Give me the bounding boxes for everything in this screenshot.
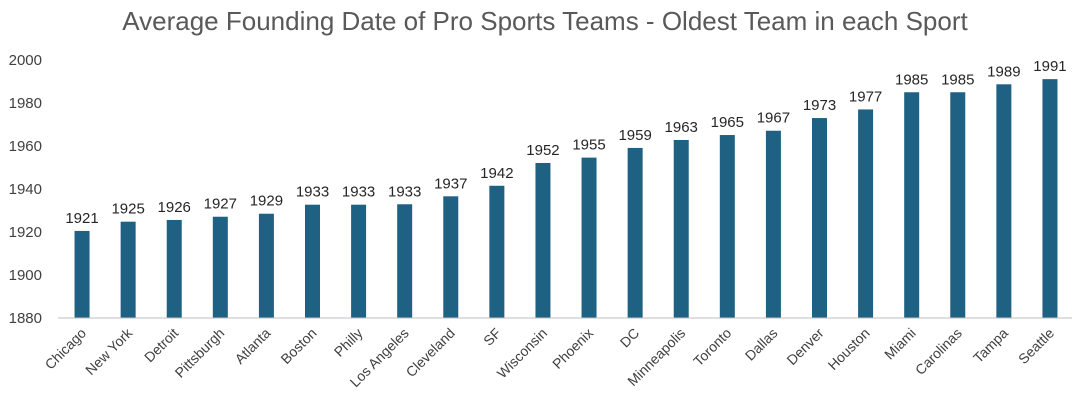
x-tick-label: DC (617, 325, 643, 351)
data-label: 1955 (572, 137, 605, 154)
data-label: 1937 (434, 175, 467, 192)
data-label: 1989 (987, 63, 1020, 80)
y-tick-label: 1960 (9, 138, 42, 155)
y-tick-label: 2000 (9, 52, 42, 69)
y-tick-label: 1920 (9, 224, 42, 241)
data-label: 1965 (711, 114, 744, 131)
x-tick-label: Toronto (690, 325, 734, 369)
bar-tampa (996, 84, 1012, 318)
bar-carolinas (950, 92, 966, 318)
x-tick-label: Phoenix (549, 325, 596, 372)
x-tick-label: Dallas (742, 325, 781, 364)
bar-houston (858, 109, 874, 318)
bar-minneapolis (673, 139, 689, 318)
data-label: 1991 (1033, 58, 1066, 75)
data-label: 1921 (65, 210, 98, 227)
data-label: 1929 (250, 193, 283, 210)
data-label: 1925 (111, 201, 144, 218)
bar-denver (812, 118, 827, 318)
data-label: 1942 (480, 165, 513, 182)
bar-boston (305, 204, 320, 318)
data-label: 1933 (388, 183, 421, 200)
y-tick-label: 1880 (9, 310, 42, 327)
x-tick-label: Cleveland (403, 325, 458, 380)
x-tick-label: Wisconsin (494, 325, 550, 381)
x-tick-label: SF (480, 325, 504, 349)
x-tick-label: Seattle (1015, 325, 1057, 367)
x-tick-label: Houston (825, 325, 873, 373)
data-label: 1985 (895, 71, 928, 88)
y-tick-label: 1940 (9, 181, 42, 198)
y-axis: 1880 1900 1920 1940 1960 1980 2000 (9, 52, 42, 327)
x-tick-label: Tampa (970, 325, 1011, 366)
bar-new-york (120, 221, 136, 318)
bar-los-angeles (397, 204, 413, 318)
data-label: 1985 (941, 71, 974, 88)
x-tick-label: Carolinas (912, 325, 965, 378)
x-tick-label: Pittsburgh (172, 325, 228, 381)
data-label: 1973 (803, 97, 836, 114)
chart-title: Average Founding Date of Pro Sports Team… (122, 6, 968, 36)
y-tick-label: 1980 (9, 95, 42, 112)
data-labels: 1921 1925 1926 1927 1929 1933 1933 1933 1937 1942… (65, 58, 1066, 227)
data-label: 1963 (665, 119, 698, 136)
data-label: 1927 (204, 196, 237, 213)
x-tick-label: Detroit (141, 325, 182, 366)
data-label: 1977 (849, 88, 882, 105)
data-label: 1933 (296, 184, 329, 201)
bar-miami (904, 92, 920, 318)
data-label: 1967 (757, 110, 790, 127)
x-tick-label: New York (82, 324, 136, 378)
bar-cleveland (443, 196, 459, 318)
bar-sf (489, 185, 505, 318)
data-label: 1952 (526, 142, 559, 159)
x-tick-label: Atlanta (231, 325, 273, 367)
bar-phoenix (581, 157, 597, 318)
bar-chicago (74, 230, 90, 318)
bar-dallas (765, 130, 781, 318)
x-tick-label: Miami (881, 325, 919, 363)
data-label: 1926 (158, 199, 191, 216)
y-tick-label: 1900 (9, 267, 42, 284)
data-label: 1959 (618, 127, 651, 144)
data-label: 1933 (342, 184, 375, 201)
bar-atlanta (258, 213, 274, 318)
x-tick-label: Boston (277, 325, 319, 367)
bars (74, 79, 1058, 318)
bar-philly (351, 204, 367, 318)
bar-toronto (719, 135, 735, 318)
bar-dc (627, 147, 643, 318)
bar-wisconsin (535, 162, 551, 318)
x-tick-label: Denver (783, 325, 826, 368)
bar-pittsburgh (212, 216, 228, 318)
bar-seattle (1042, 79, 1058, 318)
bar-detroit (166, 219, 182, 318)
x-tick-label: Philly (331, 325, 366, 360)
